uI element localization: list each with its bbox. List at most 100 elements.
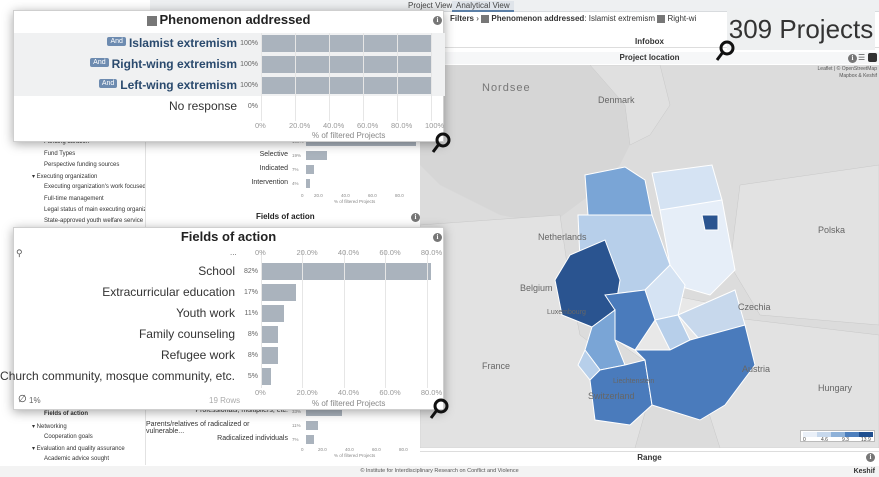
fields-row-label[interactable]: School	[198, 264, 235, 278]
row-percent: 33%	[292, 409, 302, 414]
and-badge[interactable]: And	[90, 58, 109, 68]
fields-bar[interactable]	[261, 305, 284, 322]
filter-value[interactable]: Islamist extremism	[588, 14, 655, 23]
filter-icon-2	[657, 14, 666, 23]
row-label-text[interactable]: Islamist extremism	[128, 36, 237, 50]
choropleth-map[interactable]: Nordsee Denmark Netherlands Belgium Luxe…	[420, 65, 879, 448]
fields-row-label[interactable]: Family counseling	[138, 327, 235, 341]
keshif-logo[interactable]: Keshif	[853, 468, 875, 475]
phenomenon-bar[interactable]	[261, 77, 431, 94]
axis-label: % of filtered Projects	[334, 199, 376, 204]
info-icon[interactable]: i	[433, 233, 442, 242]
search-icon[interactable]: ⚲	[16, 248, 23, 258]
phenomenon-bar[interactable]	[261, 35, 431, 52]
fields-row-label[interactable]: Church community, mosque community, etc.	[0, 369, 235, 383]
and-badge[interactable]: And	[98, 79, 118, 89]
sidebar-item-active[interactable]: Fields of action	[44, 411, 89, 417]
row-percent: 8%	[247, 352, 258, 359]
fields-row-label[interactable]: Extracurricular education	[102, 285, 235, 299]
state-baden-wuerttemberg[interactable]	[589, 359, 653, 426]
attribution-mapbox[interactable]: Mapbox & Keshif	[839, 73, 877, 79]
sidebar-item[interactable]: Cooperation goals	[44, 434, 93, 440]
sidebar-group[interactable]: ▾ Evaluation and quality assurance	[32, 446, 125, 452]
menu-icon[interactable]: ☰	[858, 53, 866, 62]
axis-tick: 20.0%	[296, 388, 318, 397]
tab-analytical-view[interactable]: Analytical View	[452, 1, 514, 12]
fields-title: Fields of action	[180, 229, 277, 244]
sidebar-item[interactable]: Legal status of main executing organiza.…	[44, 207, 155, 213]
axis-tick: 100%	[425, 121, 445, 130]
row-label-text[interactable]: No response	[168, 99, 237, 113]
phenomenon-row-label[interactable]: And Right-wing extremism	[90, 57, 237, 71]
target-row-label[interactable]: Parents/relatives of radicalized or vuln…	[146, 421, 250, 435]
grid-line	[431, 33, 432, 121]
sidebar-item[interactable]: Funding duration	[44, 139, 90, 145]
info-icon[interactable]: i	[433, 16, 442, 25]
zoom-magnifier-icon[interactable]	[714, 40, 736, 62]
row-label-text[interactable]: Right-wing extremism	[111, 57, 237, 71]
target-bar[interactable]	[306, 407, 343, 416]
prevention-row-label[interactable]: Intervention	[251, 179, 288, 186]
info-icon[interactable]: i	[848, 54, 857, 63]
row-label-text[interactable]: Left-wing extremism	[120, 78, 237, 92]
sidebar-item[interactable]: State-approved youth welfare service	[44, 218, 144, 224]
breadcrumb-separator: ›	[476, 14, 479, 23]
legend-swatch	[859, 432, 873, 437]
phenomenon-row-label[interactable]: And Islamist extremism	[107, 36, 237, 50]
filter-icon[interactable]	[146, 15, 157, 26]
zoom-magnifier-icon[interactable]	[430, 132, 452, 154]
fields-bar[interactable]	[261, 326, 278, 343]
row-percent: 11%	[244, 310, 259, 317]
fields-bar[interactable]	[261, 347, 278, 364]
prevention-bar[interactable]	[306, 151, 327, 160]
fields-row-label[interactable]: Youth work	[176, 306, 235, 320]
fields-row-label[interactable]: Refugee work	[160, 348, 235, 362]
phenomenon-bar[interactable]	[261, 56, 431, 73]
missing-values-icon[interactable]: ∅	[18, 394, 27, 405]
section-header-fields-of-action[interactable]: Fields of action	[256, 212, 315, 221]
sidebar-group[interactable]: ▾ Executing organization	[32, 174, 98, 180]
prevention-bar[interactable]	[306, 179, 311, 188]
search-placeholder[interactable]: ...	[230, 248, 237, 257]
target-row-label[interactable]: Professionals, multipliers, etc.	[195, 407, 288, 414]
sidebar-item[interactable]: Academic advice sought	[44, 456, 110, 462]
info-icon[interactable]: i	[866, 453, 875, 462]
sidebar-item[interactable]: Fund Types	[44, 151, 76, 157]
phenomenon-row-label[interactable]: And Left-wing extremism	[98, 78, 237, 92]
target-bar[interactable]	[306, 435, 314, 444]
prevention-row-label[interactable]: Selective	[259, 151, 288, 158]
grid-line	[426, 250, 428, 388]
fields-bar[interactable]	[261, 284, 297, 301]
country-label-liechtenstein: Liechtenstein	[613, 378, 655, 385]
filter-name[interactable]: Phenomenon addressed	[491, 14, 585, 23]
fields-bar[interactable]	[261, 263, 431, 280]
grid-line	[329, 33, 330, 121]
info-icon[interactable]: i	[411, 213, 420, 222]
sidebar-group[interactable]: ▾ Networking	[32, 424, 67, 430]
state-berlin[interactable]	[701, 214, 719, 231]
range-header[interactable]: Range	[420, 451, 879, 463]
row-percent: 82%	[243, 268, 258, 275]
zoom-magnifier-icon[interactable]	[428, 398, 450, 420]
prevention-row-label[interactable]: Indicated	[259, 165, 288, 172]
and-badge[interactable]: And	[107, 37, 126, 47]
filters-label: Filters	[450, 14, 475, 23]
phenomenon-row-label[interactable]: No response	[169, 99, 237, 113]
row-percent: 7%	[292, 437, 299, 442]
sidebar-item[interactable]: Perspective funding sources	[44, 162, 120, 168]
filter-value-truncated[interactable]: Right-wi	[667, 14, 697, 23]
legend-tick: 4.6	[821, 437, 828, 443]
fields-bar[interactable]	[261, 368, 272, 385]
prevention-bar[interactable]	[306, 165, 314, 174]
country-label-denmark: Denmark	[598, 95, 635, 105]
tab-project-view[interactable]: Project View	[408, 1, 453, 10]
target-row-label[interactable]: Radicalized individuals	[217, 435, 288, 442]
sidebar-item[interactable]: Executing organization's work focused ..…	[44, 184, 153, 190]
state-bayern[interactable]	[633, 324, 756, 421]
country-label-switzerland: Switzerland	[588, 391, 635, 401]
sidebar-item[interactable]: Full-time management	[44, 196, 104, 202]
infobox-header[interactable]: Infobox	[420, 36, 879, 48]
target-bar[interactable]	[306, 421, 319, 430]
attribution-osm[interactable]: Leaflet | © OpenStreetMap	[817, 66, 877, 72]
map-settings-icon[interactable]	[868, 53, 877, 62]
